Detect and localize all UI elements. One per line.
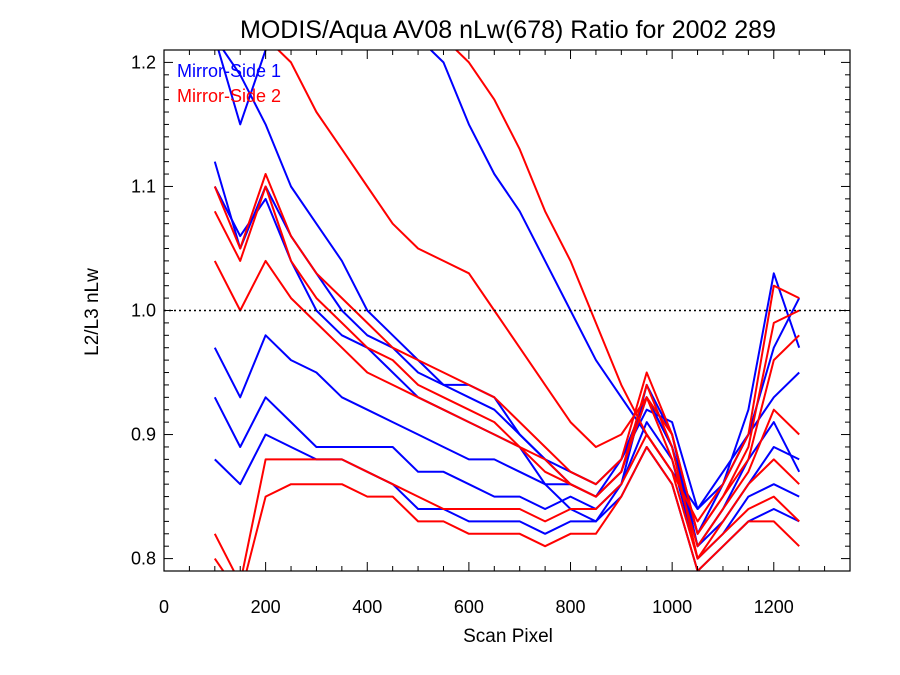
legend-entry-mirror-side-2: Mirror-Side 2 xyxy=(177,86,281,106)
x-tick-label: 200 xyxy=(251,597,281,617)
x-tick-label: 400 xyxy=(352,597,382,617)
series-2 xyxy=(213,50,800,571)
series-line xyxy=(213,334,800,548)
series-1 xyxy=(213,50,801,571)
y-tick-label: 0.9 xyxy=(131,425,156,445)
x-tick-label: 1200 xyxy=(754,597,794,617)
series-line xyxy=(213,446,800,571)
y-tick-label: 1.2 xyxy=(131,52,156,72)
series-line xyxy=(213,173,800,535)
x-axis-label: Scan Pixel xyxy=(463,626,553,647)
series-line xyxy=(213,185,800,548)
series-line xyxy=(213,161,800,535)
series-line xyxy=(217,50,801,510)
x-tick-label: 0 xyxy=(159,597,169,617)
series-line xyxy=(222,50,801,510)
chart-title: MODIS/Aqua AV08 nLw(678) Ratio for 2002 … xyxy=(240,16,776,44)
y-tick-label: 1.0 xyxy=(131,301,156,321)
series-layer xyxy=(213,50,801,571)
legend-entry-mirror-side-1: Mirror-Side 1 xyxy=(177,61,281,81)
x-tick-label: 800 xyxy=(555,597,585,617)
y-axis-label: L2/L3 nLw xyxy=(82,268,103,356)
series-line xyxy=(454,50,800,523)
series-line xyxy=(213,433,800,571)
y-tick-label: 1.1 xyxy=(131,176,156,196)
series-line xyxy=(213,259,800,560)
legend: Mirror-Side 1 Mirror-Side 2 xyxy=(177,61,281,106)
x-tick-label: 1000 xyxy=(652,597,692,617)
axis-ticks: 0 200 400 600 800 1000 1200 0.8 0.9 1.0 1.1 1.2 xyxy=(131,49,850,617)
x-tick-label: 600 xyxy=(454,597,484,617)
y-tick-label: 0.8 xyxy=(131,549,156,569)
